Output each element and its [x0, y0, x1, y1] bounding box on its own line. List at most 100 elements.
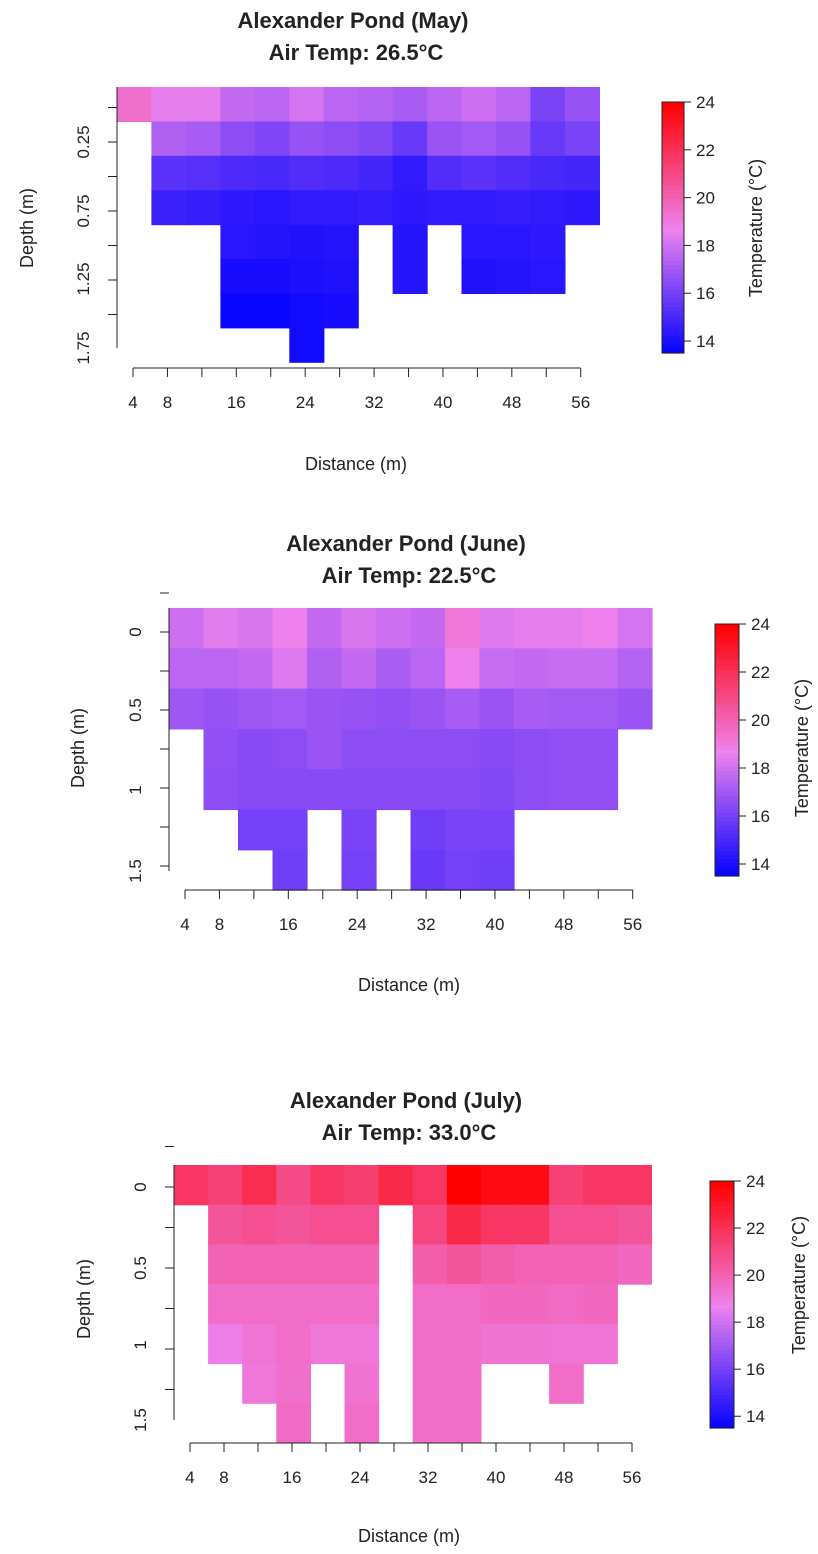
x-tick-label: 16	[283, 1468, 302, 1487]
colorbar-swatch	[710, 1283, 734, 1289]
colorbar-swatch	[715, 661, 739, 667]
colorbar-swatch	[662, 152, 684, 157]
heatmap-cell	[272, 648, 308, 690]
colorbar-swatch	[662, 202, 684, 208]
colorbar-swatch	[662, 185, 684, 191]
heatmap-cell	[220, 121, 256, 157]
heatmap-cell	[242, 1323, 277, 1365]
heatmap-cell	[514, 769, 550, 811]
colorbar-swatch	[715, 825, 739, 831]
heatmap-cell	[412, 1363, 448, 1404]
heatmap-cell	[272, 849, 308, 891]
colorbar-swatch	[662, 181, 684, 187]
heatmap-cell	[514, 648, 550, 690]
x-tick-label: 8	[215, 915, 224, 934]
heatmap-cell	[583, 608, 619, 649]
heatmap-cell	[341, 608, 377, 649]
colorbar-tick-label: 20	[751, 711, 770, 730]
y-axis-label: Depth (m)	[74, 1259, 94, 1339]
colorbar-swatch	[710, 1226, 734, 1231]
heatmap-cell	[242, 1363, 277, 1404]
heatmap-cell	[479, 608, 515, 649]
y-tick-label: 0	[131, 1182, 150, 1191]
colorbar-swatch	[715, 645, 739, 650]
colorbar-swatch	[662, 327, 684, 333]
heatmap-cell	[549, 1165, 584, 1206]
colorbar-swatch	[710, 1325, 734, 1330]
colorbar-swatch	[710, 1390, 734, 1396]
x-tick-label: 16	[279, 915, 298, 934]
colorbar-swatch	[715, 766, 739, 772]
heatmap-cell	[564, 87, 600, 122]
colorbar-swatch	[710, 1300, 734, 1306]
colorbar-swatch	[710, 1374, 734, 1380]
colorbar-swatch	[710, 1316, 734, 1322]
heatmap-cell	[617, 688, 653, 730]
heatmap-cell	[515, 1284, 550, 1325]
heatmap-panel-june: Alexander Pond (June) Air Temp: 22.5°C 4…	[0, 520, 818, 1010]
colorbar-swatch	[715, 855, 739, 860]
colorbar-tick-label: 24	[696, 93, 715, 112]
heatmap-cell	[117, 87, 153, 122]
colorbar-swatch	[710, 1411, 734, 1417]
heatmap-cell	[479, 809, 515, 851]
colorbar-swatch	[662, 139, 684, 145]
heatmap-cell	[479, 648, 515, 690]
colorbar-swatch	[715, 741, 739, 747]
heatmap-cell	[461, 259, 497, 294]
colorbar-swatch	[715, 783, 739, 789]
colorbar-swatch	[715, 657, 739, 663]
heatmap-cell	[276, 1284, 311, 1325]
heatmap-cell	[254, 224, 290, 260]
x-tick-label: 32	[417, 915, 436, 934]
heatmap-cell	[496, 259, 532, 294]
heatmap-cell	[583, 1204, 618, 1245]
heatmap-cell	[276, 1403, 311, 1444]
heatmap-cell	[549, 1363, 584, 1404]
heatmap-cell	[323, 224, 359, 260]
heatmap-cell	[254, 87, 290, 122]
colorbar-swatch	[662, 102, 684, 107]
heatmap-cell	[238, 769, 274, 811]
colorbar-swatch	[662, 114, 684, 120]
heatmap-cell	[549, 1284, 584, 1325]
colorbar-swatch	[710, 1292, 734, 1297]
colorbar-tick-label: 18	[746, 1313, 765, 1332]
colorbar-swatch	[715, 787, 739, 793]
colorbar: 14 16 18 20 22 24	[661, 93, 715, 354]
heatmap-cell	[515, 1204, 550, 1245]
y-tick-label: 1	[126, 785, 145, 794]
colorbar-swatch	[662, 135, 684, 141]
colorbar-swatch	[662, 160, 684, 166]
heatmap-cell	[480, 1323, 516, 1365]
heatmap-cell	[617, 608, 653, 649]
colorbar-swatch	[710, 1197, 734, 1203]
heatmap-cell	[514, 688, 550, 730]
colorbar-swatch	[715, 808, 739, 814]
heatmap-cell	[496, 155, 532, 191]
colorbar-swatch	[715, 712, 739, 717]
colorbar-swatch	[662, 194, 684, 199]
colorbar-swatch	[662, 344, 684, 350]
x-tick-label: 4	[128, 393, 137, 412]
heatmap-cell	[254, 121, 290, 157]
heatmap-cell	[410, 809, 446, 851]
heatmap-cell	[254, 293, 290, 329]
colorbar-frame	[714, 623, 740, 877]
colorbar-swatch	[715, 716, 739, 722]
x-tick-label: 40	[487, 1468, 506, 1487]
heatmap-cell	[530, 155, 566, 191]
colorbar-label: Temperature (°C)	[792, 679, 812, 817]
heatmap-cell	[583, 1323, 618, 1365]
heatmap-cell	[203, 688, 239, 730]
heatmap-cell	[289, 87, 325, 122]
colorbar-swatch	[710, 1423, 734, 1429]
heatmap-cell	[242, 1165, 277, 1206]
heatmap-cell	[583, 1244, 618, 1285]
colorbar-swatch	[662, 156, 684, 162]
heatmap-cell	[185, 121, 221, 157]
y-axis: 0 0.5 1 1.5	[131, 1146, 175, 1432]
y-tick-label: 0.75	[74, 194, 93, 227]
colorbar-swatch	[662, 173, 684, 178]
colorbar-swatch	[710, 1407, 734, 1413]
